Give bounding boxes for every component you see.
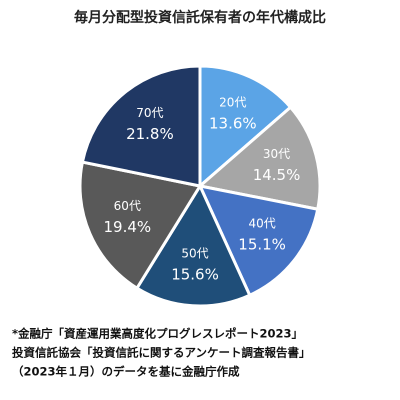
pie-slice — [80, 64, 202, 188]
slice-category: 40代 — [248, 217, 275, 231]
pie-slice — [196, 105, 322, 211]
slice-category: 60代 — [114, 199, 141, 213]
slice-value: 15.1% — [238, 236, 286, 254]
slice-category: 30代 — [263, 147, 290, 161]
slice-value: 21.8% — [126, 125, 174, 143]
pie-slice — [78, 160, 203, 291]
slice-category: 50代 — [181, 247, 208, 261]
slice-category: 70代 — [136, 106, 163, 120]
footnote: 投資信託協会「投資信託に関するアンケート調査報告書」 — [12, 346, 311, 360]
pie-slice — [134, 182, 252, 308]
slice-value: 13.6% — [209, 114, 257, 132]
footnote: *金融庁「資産運用業高度化プログレスレポート2023」 — [12, 327, 303, 341]
pie-slice — [197, 183, 320, 298]
slice-value: 14.5% — [253, 166, 301, 184]
slice-category: 20代 — [219, 95, 246, 109]
footnote: （2023年１月）のデータを基に金融庁作成 — [12, 365, 240, 379]
pie-slice — [198, 64, 293, 190]
slice-value: 19.4% — [103, 218, 151, 236]
slice-value: 15.6% — [171, 266, 219, 284]
chart-title: 毎月分配型投資信託保有者の年代構成比 — [74, 9, 326, 26]
